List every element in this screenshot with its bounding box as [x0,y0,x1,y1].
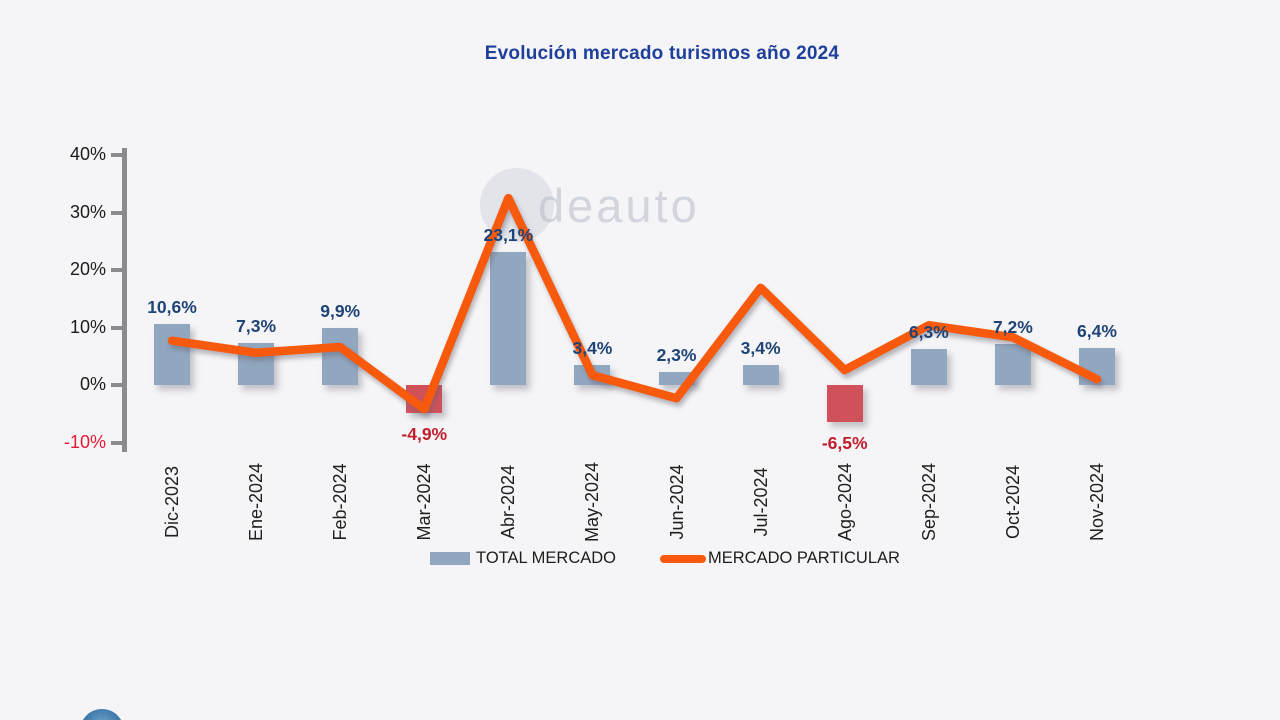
watermark-text: deauto [538,178,700,232]
y-axis-tick-label: 10% [69,316,106,337]
y-axis-line [122,148,127,452]
y-axis-tick-label: 0% [79,374,106,394]
y-axis-tick [111,153,122,157]
bar-value-label-abr-2024: 23,1% [483,225,534,246]
bar-value-label-nov-2024: 6,4% [1077,321,1117,342]
bar-value-label-jul-2024: 3,4% [740,338,781,359]
bar-value-label-oct-2024: 7,2% [992,316,1033,337]
legend-bar-swatch-icon [430,552,471,565]
y-axis-tick-label: -10% [63,431,106,452]
bar-value-label-mar-2024: -4,9% [401,424,448,445]
y-axis-tick [111,210,122,215]
legend-line-swatch-icon [660,554,707,563]
total-mercado-bar-abr-2024 [490,252,527,385]
bar-value-label-sep-2024: 6,3% [908,321,949,342]
y-axis-tick [111,325,122,330]
watermark: deauto [480,168,700,242]
bar-value-label-feb-2024: 9,9% [320,301,361,322]
y-axis-tick-label: 30% [69,201,106,222]
total-mercado-bar-dic-2023 [154,324,190,385]
y-axis-tick-label: 40% [69,144,106,164]
y-axis-tick-label: 20% [69,259,106,279]
total-mercado-bar-oct-2024 [994,343,1031,385]
y-axis-tick [111,268,122,272]
y-axis-tick [111,383,122,387]
total-mercado-bar-jul-2024 [742,365,779,385]
bar-value-label-jun-2024: 2,3% [656,344,697,365]
y-axis-tick [111,440,122,445]
legend-total-mercado-label: TOTAL MERCADO [476,549,617,567]
bar-value-label-may-2024: 3,4% [572,338,613,359]
mercado-particular-line [167,193,1102,414]
bar-value-label-ago-2024: -6,5% [821,433,868,454]
bar-value-label-dic-2023: 10,6% [147,297,197,318]
bottom-left-logo-partial-icon [80,709,124,720]
bar-value-label-ene-2024: 7,3% [236,316,277,337]
legend: TOTAL MERCADO MERCADO PARTICULAR [50,549,1280,568]
total-mercado-bar-sep-2024 [910,348,947,385]
legend-mercado-particular-label: MERCADO PARTICULAR [708,549,900,567]
total-mercado-bar-ago-2024 [826,385,863,423]
chart-title: Evolución mercado turismos año 2024 [484,43,840,64]
